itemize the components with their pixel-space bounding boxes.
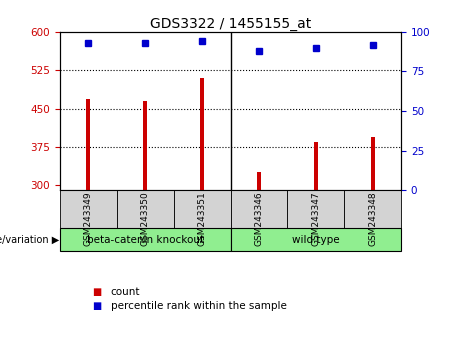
Bar bbox=[287, 190, 344, 228]
Text: GSM243347: GSM243347 bbox=[311, 192, 320, 246]
Bar bbox=[314, 142, 318, 190]
Text: GSM243350: GSM243350 bbox=[141, 192, 150, 246]
Bar bbox=[60, 228, 230, 251]
Bar bbox=[60, 190, 117, 228]
Bar bbox=[344, 190, 401, 228]
Text: count: count bbox=[111, 287, 140, 297]
Text: ■: ■ bbox=[92, 301, 101, 311]
Bar bbox=[371, 137, 375, 190]
Bar bbox=[117, 190, 174, 228]
Bar bbox=[174, 190, 230, 228]
Text: GSM243349: GSM243349 bbox=[84, 192, 93, 246]
Text: GSM243348: GSM243348 bbox=[368, 192, 377, 246]
Text: ■: ■ bbox=[92, 287, 101, 297]
Text: percentile rank within the sample: percentile rank within the sample bbox=[111, 301, 287, 311]
Text: genotype/variation ▶: genotype/variation ▶ bbox=[0, 235, 59, 245]
Text: GSM243346: GSM243346 bbox=[254, 192, 263, 246]
Text: beta-catenin knockout: beta-catenin knockout bbox=[87, 235, 204, 245]
Bar bbox=[230, 190, 287, 228]
Bar bbox=[257, 172, 261, 190]
Text: wild type: wild type bbox=[292, 235, 340, 245]
Bar bbox=[86, 99, 90, 190]
Title: GDS3322 / 1455155_at: GDS3322 / 1455155_at bbox=[150, 17, 311, 31]
Bar bbox=[200, 78, 204, 190]
Text: GSM243351: GSM243351 bbox=[198, 192, 207, 246]
Bar bbox=[230, 228, 401, 251]
Bar bbox=[143, 101, 147, 190]
